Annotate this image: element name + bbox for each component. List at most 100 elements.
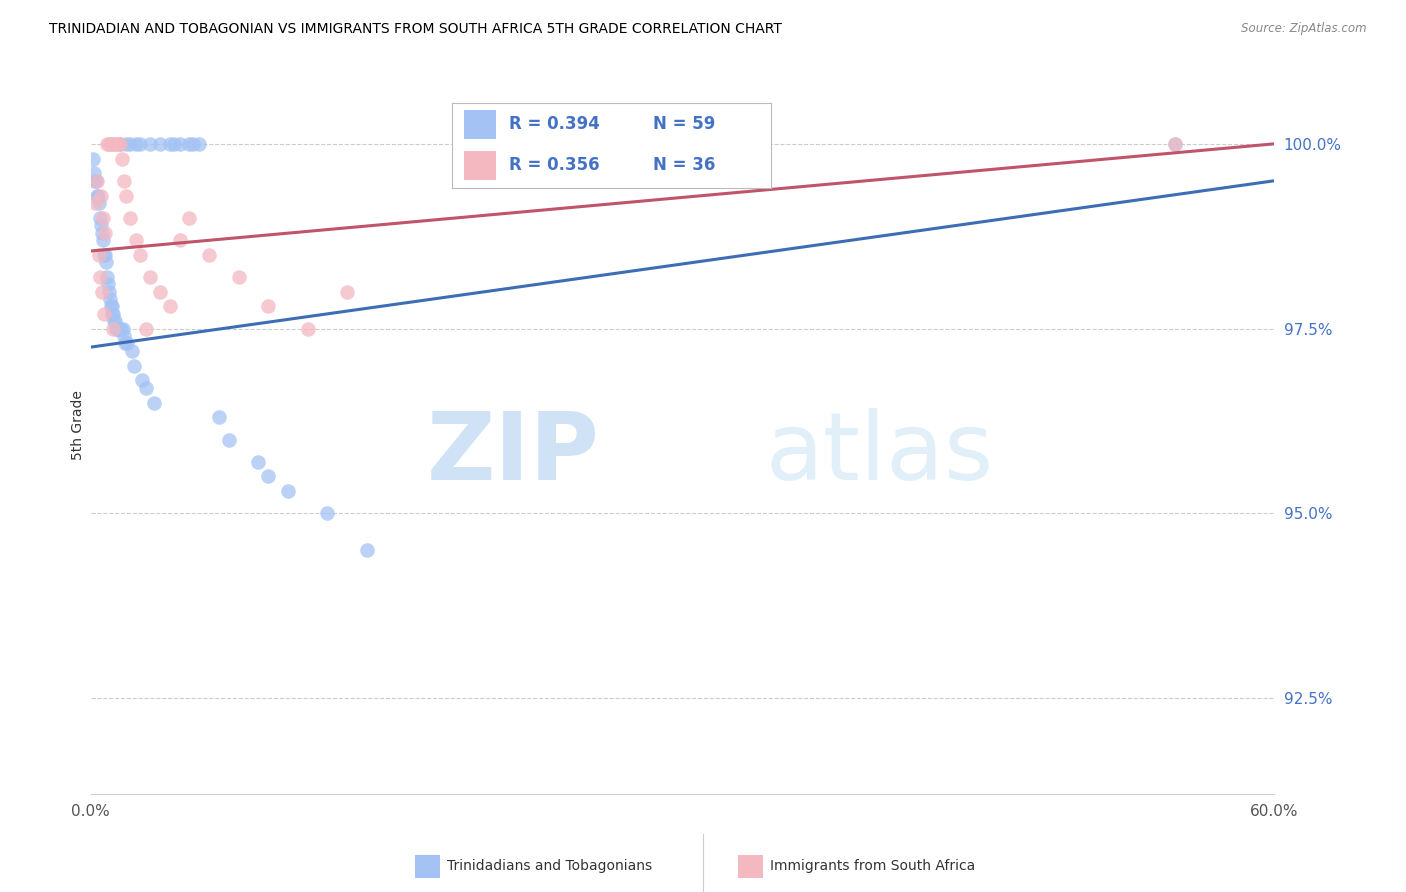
Point: [110, 136, 132, 151]
Point: [83, 166, 105, 180]
Point: [91, 211, 114, 225]
Point: [86, 188, 108, 202]
Point: [91, 233, 114, 247]
Point: [90, 218, 112, 232]
Point: [121, 343, 143, 358]
Point: [120, 136, 142, 151]
Point: [87, 248, 110, 262]
Point: [86, 174, 108, 188]
Point: [90, 285, 112, 299]
Point: [101, 307, 124, 321]
Point: [93, 226, 115, 240]
Point: [96, 277, 118, 292]
Point: [103, 314, 125, 328]
Point: [218, 433, 240, 447]
Point: [316, 507, 339, 521]
Point: [112, 174, 135, 188]
Point: [83, 174, 105, 188]
Point: [247, 455, 270, 469]
Point: [96, 136, 118, 151]
Point: [139, 269, 162, 284]
Point: [336, 285, 359, 299]
Point: [114, 336, 136, 351]
Text: ZIP: ZIP: [427, 409, 599, 500]
Point: [162, 136, 184, 151]
Point: [89, 269, 111, 284]
Point: [82, 152, 104, 166]
Point: [89, 211, 111, 225]
Y-axis label: 5th Grade: 5th Grade: [72, 390, 86, 459]
Point: [159, 300, 181, 314]
Point: [101, 136, 124, 151]
Point: [98, 292, 121, 306]
Point: [131, 373, 153, 387]
Point: [97, 285, 120, 299]
Point: [107, 136, 129, 151]
Point: [94, 255, 117, 269]
Point: [100, 300, 122, 314]
Point: [120, 211, 142, 225]
Point: [115, 136, 138, 151]
Text: Trinidadians and Tobagonians: Trinidadians and Tobagonians: [447, 859, 652, 873]
Point: [149, 136, 172, 151]
Point: [149, 285, 172, 299]
Point: [107, 321, 129, 335]
Point: [142, 395, 165, 409]
Point: [90, 226, 112, 240]
Point: [110, 321, 132, 335]
Point: [83, 196, 105, 211]
Point: [198, 248, 221, 262]
Point: [257, 469, 280, 483]
Point: [90, 188, 112, 202]
Point: [139, 136, 162, 151]
Text: atlas: atlas: [765, 409, 994, 500]
Point: [86, 188, 108, 202]
Point: [111, 152, 134, 166]
Text: Source: ZipAtlas.com: Source: ZipAtlas.com: [1241, 22, 1367, 36]
Point: [228, 269, 250, 284]
Point: [159, 136, 181, 151]
Point: [297, 321, 319, 335]
Text: Immigrants from South Africa: Immigrants from South Africa: [770, 859, 976, 873]
Point: [179, 136, 201, 151]
Point: [93, 248, 115, 262]
Point: [110, 136, 132, 151]
Point: [179, 211, 201, 225]
Point: [103, 307, 125, 321]
Point: [169, 136, 191, 151]
Point: [105, 321, 128, 335]
Point: [93, 248, 115, 262]
Point: [103, 136, 125, 151]
Text: TRINIDADIAN AND TOBAGONIAN VS IMMIGRANTS FROM SOUTH AFRICA 5TH GRADE CORRELATION: TRINIDADIAN AND TOBAGONIAN VS IMMIGRANTS…: [49, 22, 782, 37]
Point: [104, 314, 127, 328]
Point: [1164, 136, 1187, 151]
Point: [129, 136, 152, 151]
Point: [257, 300, 280, 314]
Point: [100, 300, 122, 314]
Point: [277, 484, 299, 499]
Point: [87, 196, 110, 211]
Point: [208, 410, 231, 425]
Point: [112, 329, 135, 343]
Point: [107, 321, 129, 335]
Point: [117, 336, 139, 351]
Point: [84, 174, 107, 188]
Point: [1164, 136, 1187, 151]
Point: [112, 321, 135, 335]
Point: [183, 136, 205, 151]
Point: [135, 381, 157, 395]
Point: [125, 136, 148, 151]
Point: [100, 136, 122, 151]
Point: [96, 269, 118, 284]
Point: [169, 233, 191, 247]
Point: [105, 136, 128, 151]
Point: [122, 359, 145, 373]
Point: [103, 321, 125, 335]
Point: [356, 543, 378, 558]
Point: [93, 307, 115, 321]
Point: [188, 136, 211, 151]
Point: [115, 188, 138, 202]
Point: [108, 321, 131, 335]
Point: [135, 321, 157, 335]
Point: [125, 233, 148, 247]
